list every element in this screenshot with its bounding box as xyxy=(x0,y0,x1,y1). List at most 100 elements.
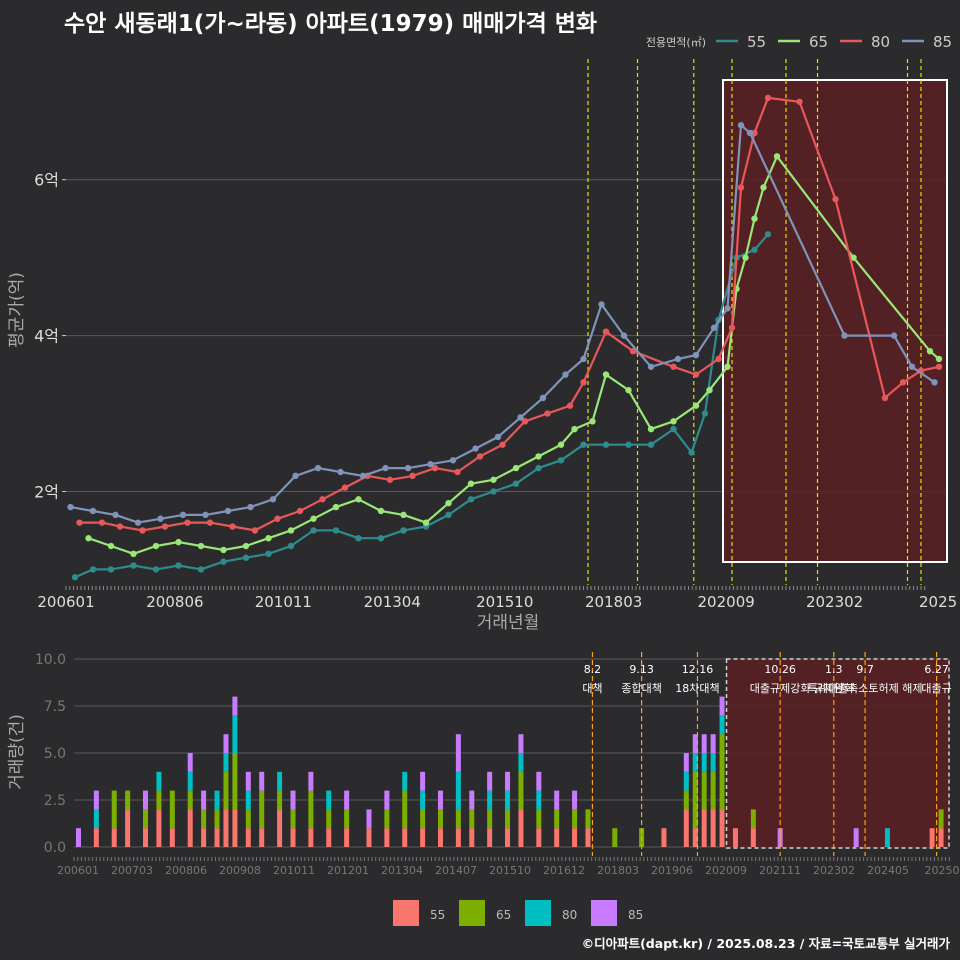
volume-bar-80 xyxy=(518,753,524,772)
volume-bar-65 xyxy=(187,790,193,810)
volume-bar-85 xyxy=(710,734,716,753)
event-label: 대출규제강화 xyxy=(750,682,811,695)
volume-x-tick-label: 201011 xyxy=(273,864,315,877)
data-point-80 xyxy=(715,355,722,363)
data-point-55 xyxy=(688,449,695,456)
x-tick-label: 201304 xyxy=(364,593,421,611)
volume-bar-55 xyxy=(455,828,461,847)
data-point-65 xyxy=(647,425,655,433)
data-point-85 xyxy=(674,355,682,363)
legend-label-65: 65 xyxy=(809,33,828,51)
volume-bar-55 xyxy=(505,828,511,847)
event-label: 특례대출축소토허제 해제 xyxy=(808,681,923,695)
data-point-55 xyxy=(107,566,115,573)
data-point-85 xyxy=(931,379,938,386)
volume-bar-85 xyxy=(308,771,314,791)
data-point-80 xyxy=(832,195,839,203)
series-line-55 xyxy=(74,233,769,579)
data-point-65 xyxy=(589,418,596,425)
volume-bar-65 xyxy=(245,809,251,829)
data-point-85 xyxy=(472,445,479,452)
data-point-65 xyxy=(751,215,758,222)
volume-bar-85 xyxy=(683,753,689,772)
volume-bar-65 xyxy=(572,809,578,829)
volume-bar-55 xyxy=(518,809,524,847)
data-point-55 xyxy=(670,425,677,433)
data-point-55 xyxy=(355,535,362,542)
volume-bar-80 xyxy=(245,790,251,810)
data-point-80 xyxy=(881,394,889,402)
data-point-80 xyxy=(76,519,83,526)
data-point-85 xyxy=(562,371,569,378)
data-point-55 xyxy=(535,464,542,472)
volume-bar-65 xyxy=(585,809,591,829)
data-point-80 xyxy=(521,418,529,425)
volume-bar-65 xyxy=(420,809,426,829)
volume-bar-85 xyxy=(420,771,426,791)
data-point-80 xyxy=(737,184,745,191)
data-point-80 xyxy=(386,476,394,483)
data-point-85 xyxy=(449,457,457,464)
volume-bar-85 xyxy=(93,790,99,810)
volume-bar-55 xyxy=(125,809,131,847)
data-point-55 xyxy=(701,410,709,417)
volume-axes: 0.0 2.5 5.0 7.5 10.0 200601 200703 200806 200908… xyxy=(35,652,960,877)
price-series xyxy=(67,94,943,581)
data-point-65 xyxy=(935,355,943,363)
data-point-55 xyxy=(130,562,137,569)
volume-bar-80 xyxy=(420,790,426,810)
volume-bar-85 xyxy=(437,790,443,810)
data-point-80 xyxy=(409,472,416,480)
volume-bar-85 xyxy=(259,771,265,791)
data-point-55 xyxy=(152,566,160,573)
volume-bar-65 xyxy=(938,809,944,829)
volume-bar-65 xyxy=(639,828,645,847)
chart-title: 수안 새동래1(가~라동) 아파트(1979) 매매가격 변화 xyxy=(64,11,598,37)
data-point-65 xyxy=(445,499,452,507)
data-point-80 xyxy=(274,515,281,522)
volume-bar-65 xyxy=(683,790,689,810)
data-point-65 xyxy=(571,425,578,433)
data-point-80 xyxy=(499,441,506,448)
data-point-65 xyxy=(850,254,857,261)
volume-bar-65 xyxy=(384,809,390,829)
volume-y-axis-label: 거래량(건) xyxy=(7,714,27,790)
data-point-55 xyxy=(490,488,497,495)
volume-bar-55 xyxy=(929,828,935,847)
data-point-65 xyxy=(490,476,497,483)
volume-bar-55 xyxy=(572,828,578,847)
volume-bar-55 xyxy=(402,828,408,847)
volume-bar-85 xyxy=(187,753,193,772)
data-point-80 xyxy=(161,523,169,530)
volume-x-tick-label: 20250 xyxy=(925,864,960,877)
volume-bar-55 xyxy=(290,828,296,847)
x-tick-label: 2025 xyxy=(919,593,957,611)
data-point-65 xyxy=(242,542,250,550)
data-point-85 xyxy=(112,511,119,519)
data-point-65 xyxy=(130,550,137,558)
y-axis-label: 평균가(억) xyxy=(7,272,27,348)
volume-bar-85 xyxy=(455,734,461,772)
volume-bar-65 xyxy=(469,809,475,829)
footer-credit: ©디아파트(dapt.kr) / 2025.08.23 / 자료=국토교통부 실… xyxy=(581,936,950,951)
data-point-55 xyxy=(310,527,317,534)
volume-bar-85 xyxy=(719,696,725,716)
volume-bar-85 xyxy=(469,790,475,810)
volume-bar-80 xyxy=(884,828,890,847)
volume-x-tick-label: 202405 xyxy=(867,864,909,877)
volume-bar-80 xyxy=(683,771,689,791)
volume-bar-55 xyxy=(169,828,175,847)
data-point-85 xyxy=(157,515,164,522)
event-date: 1.3 xyxy=(825,663,843,676)
x-tick-label: 200806 xyxy=(146,593,203,611)
data-point-65 xyxy=(773,153,781,160)
data-point-80 xyxy=(206,519,214,526)
volume-bar-65 xyxy=(692,771,698,829)
x-tick-label: 202302 xyxy=(806,593,863,611)
volume-bar-80 xyxy=(455,771,461,810)
data-point-55 xyxy=(602,441,610,448)
data-point-85 xyxy=(382,464,389,472)
volume-bar-65 xyxy=(223,771,229,810)
volume-bar-55 xyxy=(111,828,117,847)
volume-x-tick-label: 202302 xyxy=(813,864,855,877)
